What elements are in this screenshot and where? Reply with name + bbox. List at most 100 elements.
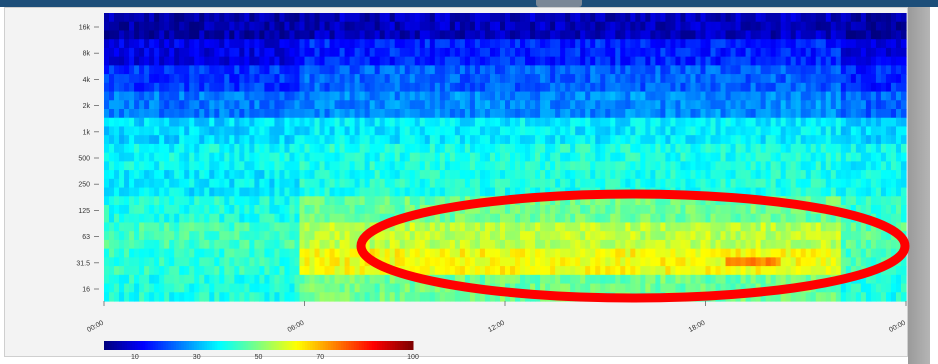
heatmap-cell (665, 82, 672, 93)
heatmap-cell (615, 152, 621, 162)
heatmap-cell (209, 196, 215, 206)
heatmap-cell (715, 143, 722, 154)
heatmap-cell (510, 39, 516, 49)
heatmap-cell (545, 117, 551, 128)
heatmap-cell (129, 266, 135, 276)
heatmap-cell (369, 152, 376, 162)
heatmap-cell (555, 152, 561, 162)
heatmap-cell (469, 91, 476, 101)
heatmap-cell (610, 205, 616, 215)
heatmap-cell (820, 292, 827, 302)
heatmap-cell (595, 205, 601, 215)
heatmap-cell (620, 152, 626, 162)
heatmap-cell (650, 239, 656, 250)
heatmap-cell (264, 135, 271, 145)
heatmap-cell (384, 170, 391, 180)
heatmap-cell (825, 170, 832, 180)
heatmap-cell (324, 205, 331, 215)
heatmap-cell (695, 205, 702, 215)
heatmap-cell (825, 56, 832, 66)
heatmap-cell (149, 231, 155, 241)
heatmap-cell (404, 239, 411, 250)
heatmap-cell (444, 65, 451, 75)
heatmap-cell (204, 231, 210, 241)
heatmap-cell (474, 21, 481, 32)
heatmap-cell (760, 117, 767, 128)
heatmap-cell (114, 274, 120, 285)
window-tab[interactable] (536, 0, 582, 7)
heatmap-cell (675, 91, 682, 101)
heatmap-cell (144, 74, 150, 84)
heatmap-cell (670, 161, 677, 171)
heatmap-cell (810, 82, 817, 93)
heatmap-cell (219, 30, 225, 40)
heatmap-cell (835, 292, 842, 302)
heatmap-cell (324, 248, 331, 258)
heatmap-cell (109, 266, 115, 276)
heatmap-cell (720, 152, 727, 162)
heatmap-cell (605, 178, 611, 189)
heatmap-cell (474, 152, 481, 162)
heatmap-cell (850, 152, 857, 162)
heatmap-cell (264, 126, 271, 136)
heatmap-cell (419, 100, 426, 110)
heatmap-cell (114, 239, 120, 250)
heatmap-cell (735, 21, 742, 32)
heatmap-cell (650, 213, 656, 224)
heatmap-cell (339, 274, 346, 285)
heatmap-cell (520, 13, 526, 23)
heatmap-cell (845, 196, 852, 206)
heatmap-cell (775, 135, 782, 145)
heatmap-cell (820, 135, 827, 145)
heatmap-cell (289, 74, 296, 84)
heatmap-cell (525, 283, 531, 293)
heatmap-cell (189, 39, 195, 49)
heatmap-cell (635, 222, 641, 232)
heatmap-cell (625, 161, 631, 171)
heatmap-cell (169, 205, 175, 215)
heatmap-cell (194, 126, 200, 136)
heatmap-cell (680, 248, 687, 258)
heatmap-cell (459, 274, 466, 285)
heatmap-cell (795, 65, 802, 75)
heatmap-cell (775, 13, 782, 23)
heatmap-cell (389, 117, 396, 128)
heatmap-cell (444, 109, 451, 119)
heatmap-cell (454, 187, 461, 197)
heatmap-cell (289, 248, 296, 258)
heatmap-cell (530, 100, 536, 110)
heatmap-cell (755, 13, 762, 23)
heatmap-cell (249, 161, 255, 171)
heatmap-cell (575, 161, 581, 171)
heatmap-cell (229, 266, 235, 276)
heatmap-cell (790, 248, 797, 258)
heatmap-cell (169, 187, 175, 197)
heatmap-cell (299, 248, 306, 258)
heatmap-cell (830, 266, 837, 276)
heatmap-cell (805, 248, 812, 258)
heatmap-cell (810, 161, 817, 171)
heatmap-cell (324, 274, 331, 285)
heatmap-cell (269, 248, 276, 258)
heatmap-cell (720, 161, 727, 171)
heatmap-cell (565, 100, 571, 110)
heatmap-cell (555, 56, 561, 66)
heatmap-cell (289, 283, 296, 293)
heatmap-cell (214, 196, 220, 206)
heatmap-cell (715, 283, 722, 293)
heatmap-cell (840, 152, 847, 162)
heatmap-cell (214, 266, 220, 276)
heatmap-cell (585, 266, 591, 276)
heatmap-cell (660, 39, 666, 49)
heatmap-cell (294, 30, 301, 40)
heatmap-cell (525, 13, 531, 23)
heatmap-cell (745, 222, 752, 232)
heatmap-cell (610, 21, 616, 32)
heatmap-cell (364, 126, 371, 136)
heatmap-cell (309, 170, 316, 180)
heatmap-cell (845, 222, 852, 232)
heatmap-cell (449, 274, 456, 285)
heatmap-cell (750, 100, 757, 110)
heatmap-cell (369, 74, 376, 84)
